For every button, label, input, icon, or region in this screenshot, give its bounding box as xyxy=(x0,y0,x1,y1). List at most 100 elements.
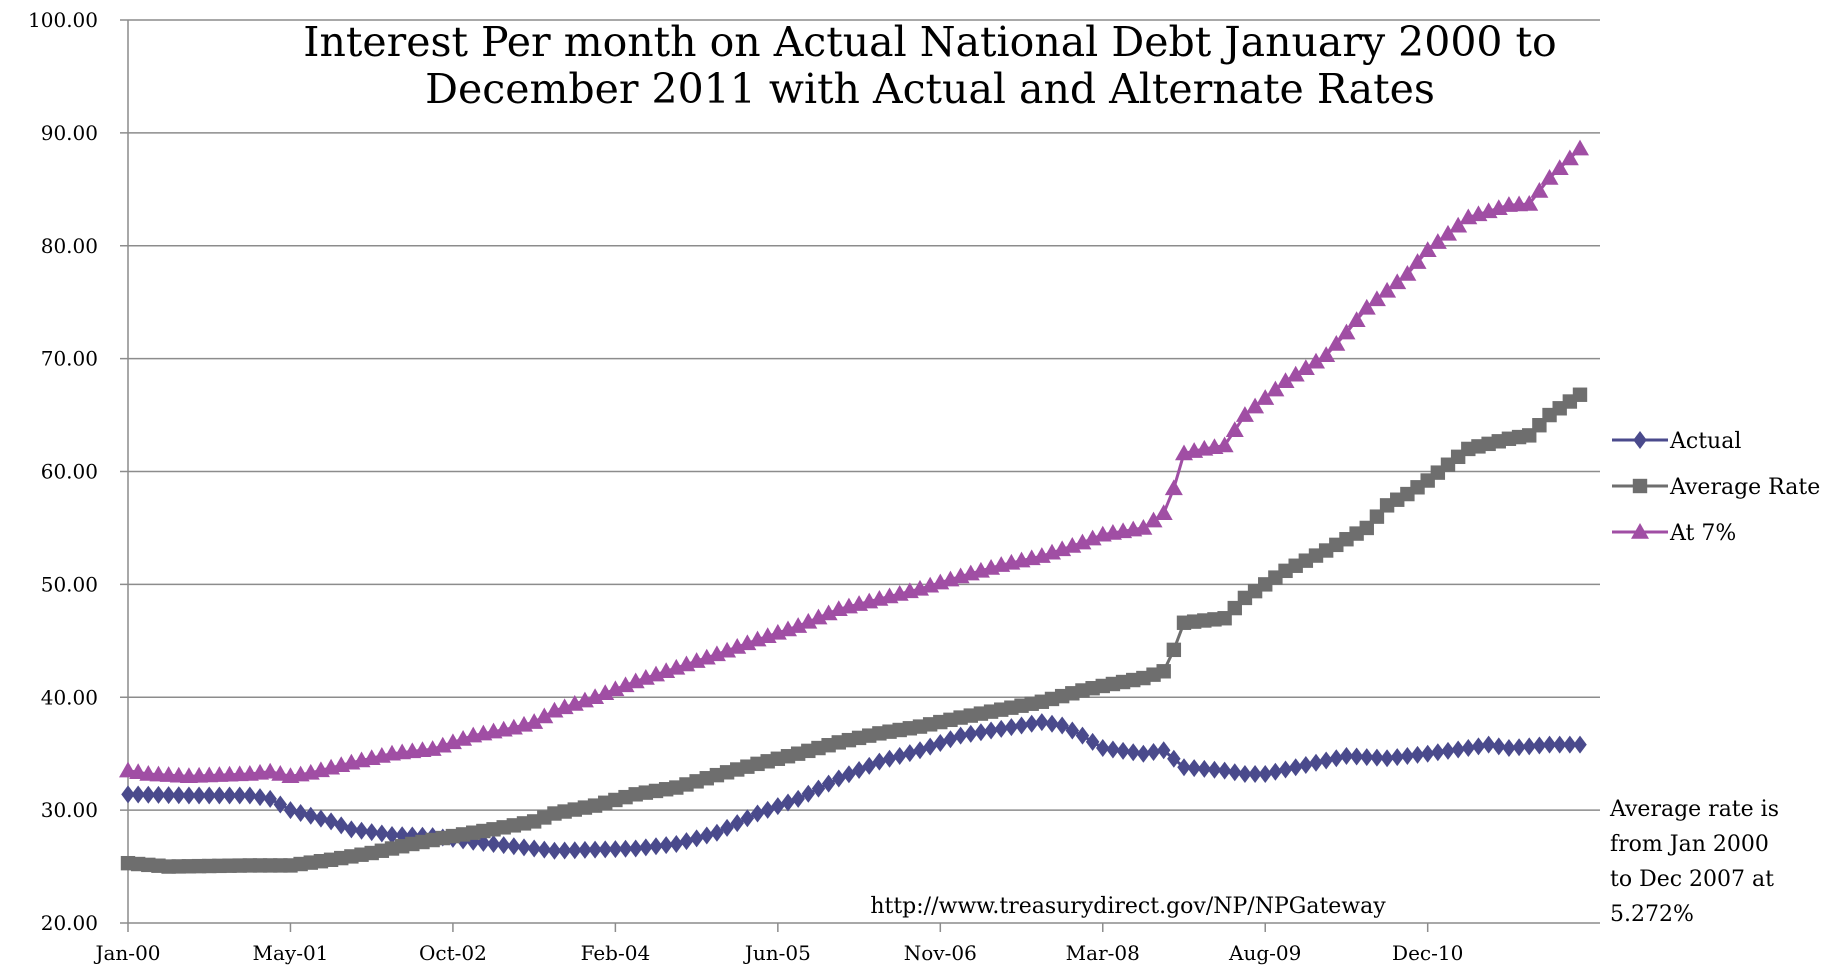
legend-marker xyxy=(1632,478,1648,494)
data-point xyxy=(1337,323,1356,340)
data-point xyxy=(669,834,684,853)
data-point xyxy=(1522,737,1536,756)
data-point xyxy=(819,604,838,621)
data-point xyxy=(496,836,511,855)
data-point xyxy=(1288,758,1303,777)
data-point xyxy=(578,840,592,859)
data-point xyxy=(517,838,531,857)
data-point xyxy=(535,707,554,724)
data-point xyxy=(1116,741,1130,760)
data-point xyxy=(557,841,572,860)
data-point xyxy=(639,838,653,857)
data-point xyxy=(293,803,308,822)
legend-label: At 7% xyxy=(1669,521,1736,546)
data-point xyxy=(1134,518,1153,535)
data-point xyxy=(598,840,612,859)
data-point xyxy=(1197,759,1212,778)
data-point xyxy=(1349,747,1364,766)
data-point xyxy=(618,839,633,858)
data-point xyxy=(1166,642,1182,658)
data-point xyxy=(334,816,348,835)
data-point xyxy=(1378,281,1397,298)
data-point xyxy=(1512,738,1526,757)
data-point xyxy=(933,733,948,752)
data-point xyxy=(151,785,166,804)
data-point xyxy=(842,765,856,784)
legend-item: Average Rate xyxy=(1612,475,1820,500)
data-point xyxy=(271,765,290,781)
series-group xyxy=(119,139,1589,874)
data-point xyxy=(1550,159,1569,175)
data-point xyxy=(1045,714,1059,733)
data-point xyxy=(1248,765,1262,784)
y-tick-label: 70.00 xyxy=(41,347,98,371)
data-point xyxy=(608,840,623,859)
data-point xyxy=(649,837,663,856)
data-point xyxy=(760,800,775,819)
data-point xyxy=(964,724,978,743)
x-tick-label: Aug-09 xyxy=(1228,941,1301,965)
data-point xyxy=(1307,352,1325,369)
data-point xyxy=(1357,298,1376,315)
data-point xyxy=(1126,743,1140,762)
data-point xyxy=(1167,749,1181,768)
data-point xyxy=(903,744,917,763)
data-point xyxy=(1154,504,1173,521)
data-point xyxy=(121,785,135,804)
data-point xyxy=(1246,397,1265,414)
data-point xyxy=(1369,509,1385,524)
x-tick-label: Jun-05 xyxy=(743,941,811,965)
data-point xyxy=(882,749,897,768)
note-line-4: 5.272% xyxy=(1610,902,1694,927)
data-point xyxy=(1317,346,1336,362)
x-tick-label: May-01 xyxy=(253,941,329,965)
data-point xyxy=(243,786,257,805)
data-point xyxy=(364,823,379,842)
y-axis-tick-labels: 20.00 30.00 40.00 50.00 60.00 70.00 80.00 90.00… xyxy=(28,8,98,935)
data-point xyxy=(1530,182,1549,198)
data-point xyxy=(892,746,907,765)
data-point xyxy=(547,841,562,860)
data-point xyxy=(1327,334,1346,351)
data-point xyxy=(1400,746,1415,765)
data-point xyxy=(809,608,828,625)
data-point xyxy=(253,788,267,807)
data-point xyxy=(1065,721,1080,740)
data-point xyxy=(222,786,237,805)
data-point xyxy=(261,762,280,779)
y-tick-label: 40.00 xyxy=(41,685,98,709)
data-point xyxy=(596,684,615,701)
data-point xyxy=(1390,748,1404,767)
data-point xyxy=(304,806,318,825)
data-point xyxy=(750,804,765,823)
data-point xyxy=(1235,406,1254,422)
legend-marker xyxy=(1633,431,1647,449)
source-url: http://www.treasurydirect.gov/NP/NPGatew… xyxy=(870,894,1386,919)
data-point xyxy=(801,784,816,803)
data-point xyxy=(1339,746,1354,765)
data-point xyxy=(1035,713,1049,732)
data-point xyxy=(212,786,227,805)
data-point xyxy=(1266,380,1285,397)
data-point xyxy=(862,756,876,775)
data-point xyxy=(1083,529,1102,546)
y-tick-label: 30.00 xyxy=(41,798,98,822)
data-point xyxy=(943,730,958,749)
data-point xyxy=(994,719,1008,738)
y-tick-label: 20.00 xyxy=(41,911,98,935)
data-point xyxy=(1439,224,1457,241)
data-point xyxy=(161,786,176,805)
data-point xyxy=(1004,718,1019,737)
data-point xyxy=(527,839,541,858)
x-tick-label: Feb-04 xyxy=(581,941,651,965)
data-point xyxy=(1492,737,1506,756)
data-point xyxy=(1502,739,1516,758)
y-tick-label: 60.00 xyxy=(41,460,98,484)
average-rate-note: Average rate is from Jan 2000 to Dec 200… xyxy=(1609,797,1779,927)
series-line xyxy=(127,393,1581,869)
x-tick-label: Oct-02 xyxy=(419,941,487,965)
data-point xyxy=(789,617,808,633)
y-tick-label: 50.00 xyxy=(41,572,98,596)
series-actual xyxy=(121,713,1587,860)
data-point xyxy=(606,680,625,697)
